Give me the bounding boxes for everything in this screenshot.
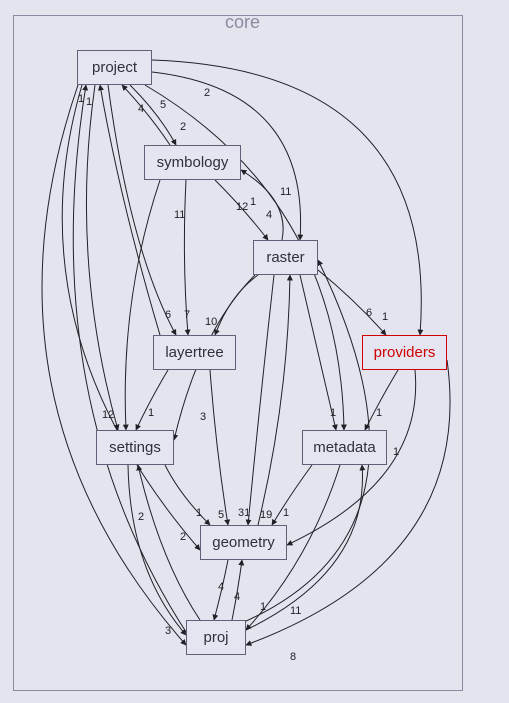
node-project[interactable]: project: [77, 50, 152, 85]
node-geometry[interactable]: geometry: [200, 525, 287, 560]
title-label: core: [225, 12, 260, 33]
node-layertree[interactable]: layertree: [153, 335, 236, 370]
diagram-canvas: core 52276122341211411106113115121118441…: [0, 0, 509, 703]
node-raster[interactable]: raster: [253, 240, 318, 275]
node-metadata[interactable]: metadata: [302, 430, 387, 465]
node-providers[interactable]: providers: [362, 335, 447, 370]
node-settings[interactable]: settings: [96, 430, 174, 465]
node-symbology[interactable]: symbology: [144, 145, 241, 180]
node-proj[interactable]: proj: [186, 620, 246, 655]
